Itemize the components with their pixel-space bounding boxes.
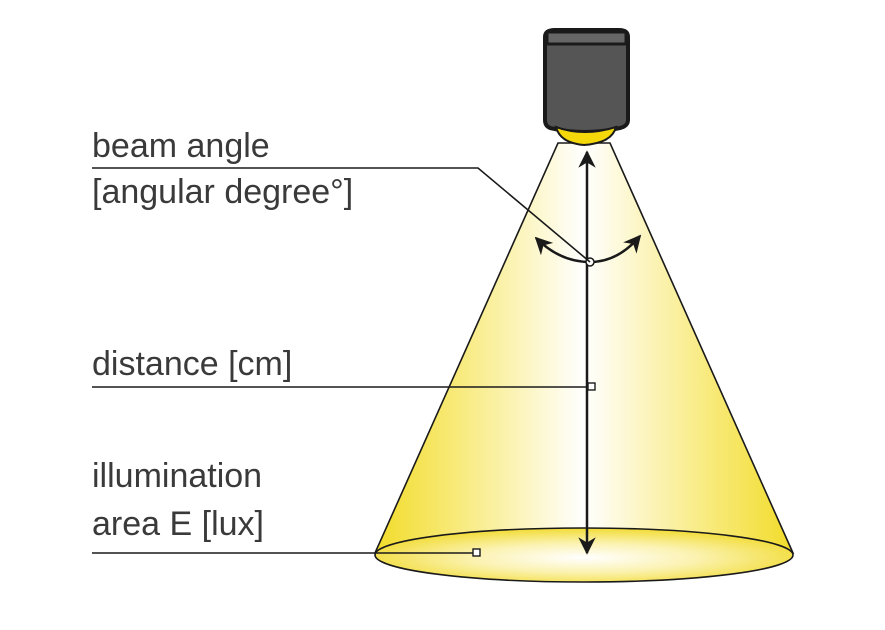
light-cone <box>373 142 795 554</box>
distance-label: distance [cm] <box>92 345 292 383</box>
illumination-marker <box>472 548 481 557</box>
illumination-ellipse <box>374 527 794 583</box>
distance-marker <box>587 382 596 391</box>
beam-angle-leader <box>92 167 591 263</box>
illumination-label: illumination <box>92 457 262 495</box>
beam-angle-unit-label: [angular degree°] <box>92 173 353 211</box>
lamp-icon <box>543 28 630 147</box>
illumination-unit-label: area E [lux] <box>92 505 264 543</box>
beam-angle-label: beam angle <box>92 127 270 165</box>
